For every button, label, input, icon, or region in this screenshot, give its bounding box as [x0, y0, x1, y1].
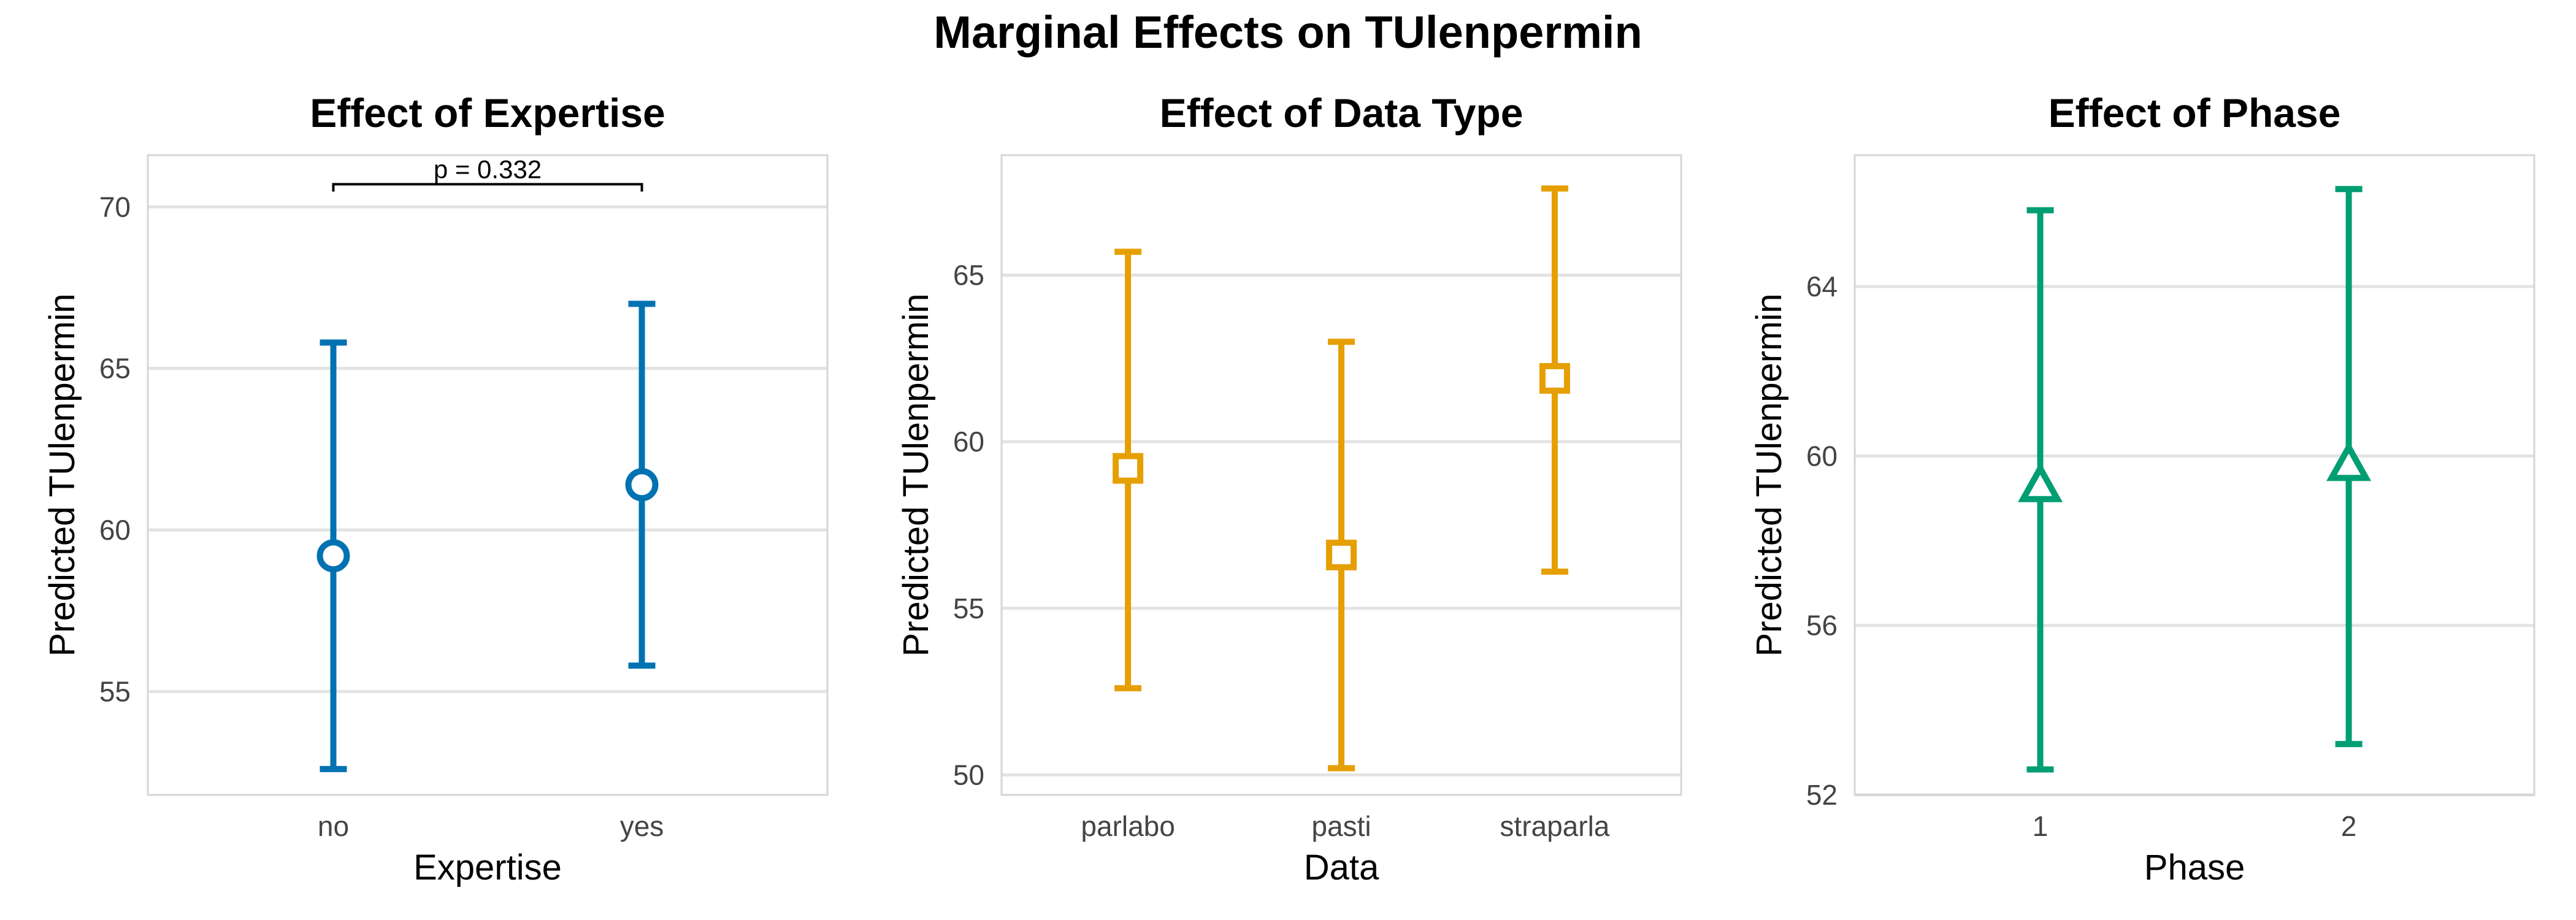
y-tick-label: 65	[953, 259, 984, 291]
x-tick-label: yes	[620, 810, 664, 842]
point-marker	[2017, 462, 2063, 502]
y-axis-label: Predicted TUlenpermin	[42, 293, 82, 656]
point-marker	[625, 468, 659, 502]
y-tick-label: 64	[1806, 270, 1838, 302]
x-tick-label: no	[318, 810, 349, 842]
panel-border	[147, 154, 829, 796]
point-marker	[1326, 539, 1357, 570]
y-tick-label: 55	[953, 592, 984, 624]
panel-title: Effect of Phase	[2049, 90, 2341, 136]
y-axis-label: Predicted TUlenpermin	[1749, 293, 1789, 656]
y-tick-label: 65	[99, 353, 131, 385]
y-tick-label: 70	[99, 191, 131, 223]
y-axis-label: Predicted TUlenpermin	[896, 293, 936, 656]
x-axis-label: Phase	[2144, 848, 2245, 887]
panel-3: Effect of Phase 52 56 60 64 1 2 Phase Predicted …	[1749, 90, 2536, 887]
panel-title: Effect of Expertise	[310, 90, 665, 136]
x-axis-label: Data	[1304, 848, 1379, 887]
point-marker	[1113, 453, 1144, 484]
figure-title: Marginal Effects on TUlenpermin	[933, 7, 1642, 58]
y-tick-label: 55	[99, 675, 131, 707]
y-tick-label: 60	[1806, 440, 1838, 472]
p-value-label: p = 0.332	[434, 155, 542, 183]
y-tick-label: 60	[99, 514, 131, 546]
y-tick-label: 56	[1806, 610, 1838, 642]
panel-2: Effect of Data Type 50 55 60 65 parlabo pasti s…	[896, 90, 1682, 887]
point-marker	[316, 539, 350, 573]
x-tick-label: pasti	[1311, 810, 1371, 842]
x-tick-label: 1	[2033, 810, 2049, 842]
point-marker	[1539, 362, 1570, 394]
y-tick-label: 52	[1806, 779, 1838, 811]
x-tick-label: straparla	[1500, 810, 1609, 842]
panel-title: Effect of Data Type	[1160, 90, 1524, 136]
y-tick-label: 50	[953, 759, 984, 791]
x-tick-label: parlabo	[1081, 810, 1175, 842]
point-marker	[2326, 440, 2372, 481]
significance-bracket	[332, 183, 643, 192]
x-tick-label: 2	[2341, 810, 2357, 842]
panel-1: Effect of Expertise 55 60 65 70 no yes Expertis…	[42, 90, 829, 887]
panel-border	[1000, 154, 1682, 796]
panel-border	[1853, 154, 2536, 796]
y-tick-label: 60	[953, 426, 984, 458]
x-axis-label: Expertise	[413, 848, 562, 887]
